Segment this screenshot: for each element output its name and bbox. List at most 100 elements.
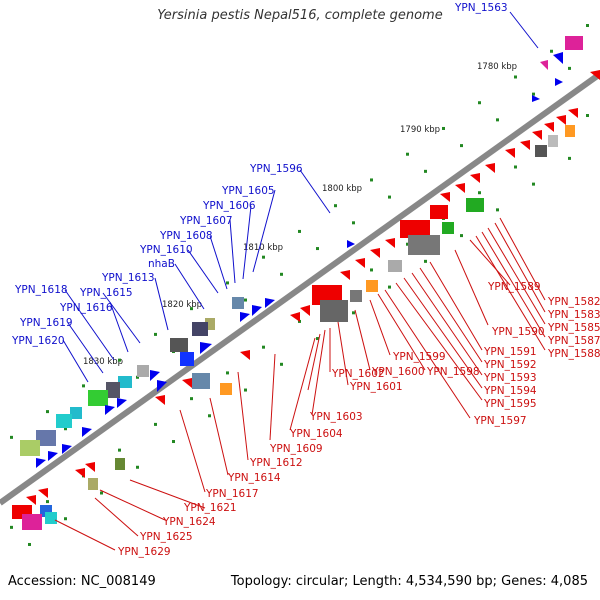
leader (429, 261, 483, 351)
gene-label: YPN_1601 (349, 381, 403, 393)
gene-block (442, 222, 454, 234)
gene-arrow (157, 380, 167, 392)
scale-dot (568, 66, 571, 70)
genome-backbone (0, 71, 600, 506)
tick-label: 1790 kbp (400, 125, 440, 135)
gene-block (565, 125, 575, 137)
gene-label: nhaB (148, 258, 175, 270)
summary-text: Topology: circular; Length: 4,534,590 bp… (230, 574, 588, 589)
gene-arrow (556, 115, 566, 125)
gene-block (36, 430, 56, 446)
gene-arrow (440, 192, 450, 202)
forward-strand-genes (20, 36, 583, 468)
leader (475, 235, 546, 351)
gene-arrow (505, 148, 515, 158)
gene-block (388, 260, 402, 272)
gene-block (220, 383, 232, 395)
gene-arrow (82, 427, 92, 437)
scale-dot (46, 410, 49, 414)
scale-dot (64, 517, 67, 521)
gene-label: YPN_1607 (179, 215, 233, 227)
scale-dot (496, 208, 499, 212)
gene-arrow (300, 305, 310, 316)
leader (403, 277, 483, 389)
leader (187, 249, 219, 294)
scale-dot (172, 440, 175, 444)
gene-block (320, 300, 348, 322)
gene-block (408, 235, 440, 255)
scale-dot (550, 49, 553, 53)
gene-arrow (38, 488, 48, 498)
scale-dot (370, 178, 373, 182)
leader (494, 222, 546, 313)
leader (102, 292, 141, 344)
scale-dot (316, 337, 319, 341)
gene-label: YPN_1620 (11, 335, 65, 347)
gene-block (548, 135, 558, 147)
gene-arrow (455, 183, 465, 193)
scale-dot (118, 448, 121, 452)
gene-label: YPN_1592 (483, 359, 537, 371)
gene-label: YPN_1589 (487, 281, 541, 293)
scale-dot (532, 92, 535, 96)
gene-block (430, 205, 448, 219)
gene-block (232, 297, 244, 309)
scale-dot (514, 75, 517, 79)
leader (311, 329, 326, 416)
reverse-strand-genes (12, 70, 600, 530)
bottom-gene-labels: YPN_1582 YPN_1583 YPN_1585 YPN_1587 YPN_… (117, 281, 600, 558)
leader (252, 189, 276, 273)
leader (174, 263, 205, 310)
scale-dot (64, 427, 67, 431)
gene-arrow (340, 270, 350, 280)
scale-dot (298, 229, 301, 233)
scale-dot (190, 397, 193, 401)
gene-label: YPN_1602 (331, 368, 385, 380)
scale-dot (28, 542, 31, 546)
gene-label: YPN_1615 (79, 287, 133, 299)
gene-block (192, 373, 210, 389)
gene-arrow (540, 60, 548, 70)
leader (229, 219, 236, 284)
gene-label: YPN_1618 (14, 284, 68, 296)
gene-block (118, 376, 132, 388)
gene-label: YPN_1610 (139, 244, 193, 256)
gene-block (205, 318, 215, 330)
scale-dot (46, 500, 49, 504)
gene-arrow (62, 444, 72, 454)
scale-dot (352, 221, 355, 225)
scale-dot (370, 268, 373, 272)
gene-block (466, 198, 484, 212)
gene-arrow (347, 240, 355, 248)
scale-dot (586, 114, 589, 118)
map-title: Yersinia pestis Nepal516, complete genom… (157, 8, 443, 23)
gene-arrow (155, 395, 165, 405)
tick-label: 1780 kbp (477, 62, 517, 72)
scale-dot (154, 332, 157, 336)
scale-dot (100, 491, 103, 495)
gene-block (56, 414, 72, 428)
gene-block (180, 352, 194, 366)
gene-arrow (200, 342, 212, 354)
leader (109, 301, 129, 353)
gene-arrow (290, 312, 300, 322)
scale-dot (424, 259, 427, 263)
gene-block (106, 382, 120, 398)
scale-dot (334, 204, 337, 208)
gene-label: YPN_1596 (249, 163, 303, 175)
scale-dot (460, 234, 463, 238)
leader (62, 339, 89, 383)
leader (99, 489, 166, 521)
kbp-ticks: 1780 kbp 1790 kbp 1800 kbp 1810 kbp 1820… (83, 62, 517, 367)
gene-arrow (568, 108, 578, 118)
scale-dot (406, 242, 409, 246)
gene-label: YPN_1599 (392, 351, 446, 363)
gene-block (192, 322, 208, 336)
gene-label: YPN_1612 (249, 457, 303, 469)
gene-block (115, 458, 125, 470)
gene-label: YPN_1585 (547, 322, 600, 334)
gene-arrow (150, 370, 160, 381)
leader (129, 479, 206, 509)
gene-arrow (470, 173, 480, 183)
scale-dot (478, 191, 481, 195)
